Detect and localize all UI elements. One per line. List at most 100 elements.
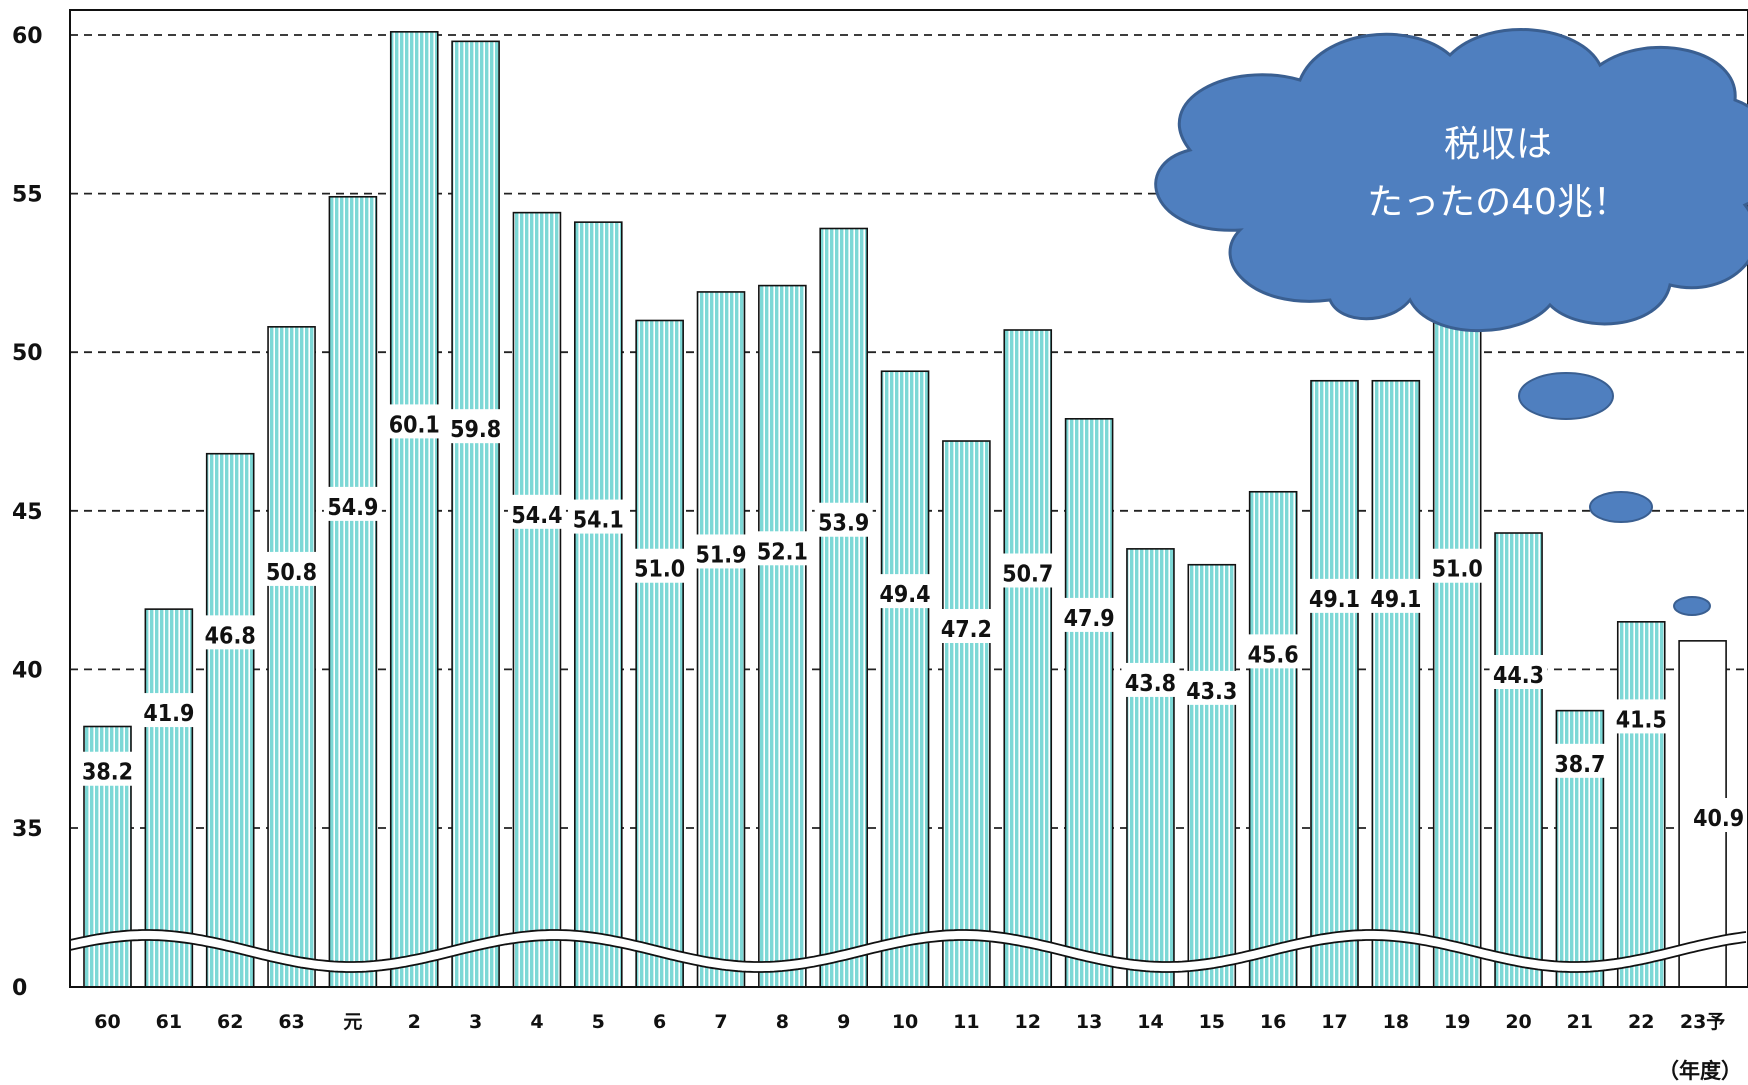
value-label-bg <box>569 499 628 534</box>
value-label-bg <box>692 534 750 569</box>
x-tick-label: 14 <box>1137 1011 1163 1033</box>
value-label-bg <box>323 486 382 521</box>
bar <box>1248 490 1298 988</box>
value-label-group: 54.1 <box>569 499 628 534</box>
value-label-bg <box>1689 798 1748 832</box>
bar <box>1616 621 1666 988</box>
value-label: 45.6 <box>1248 642 1299 668</box>
value-label-group: 53.9 <box>814 502 873 537</box>
value-label: 54.4 <box>511 503 562 529</box>
callout-line-2: たったの40兆！ <box>1367 182 1629 223</box>
value-label-group: 60.1 <box>385 404 444 439</box>
x-tick-label: 6 <box>653 1011 666 1033</box>
value-label-group: 51.9 <box>692 534 750 569</box>
value-label-group: 51.0 <box>1428 548 1487 583</box>
callout-line-1: 税収は <box>1444 124 1552 165</box>
value-label: 49.4 <box>880 582 931 608</box>
value-label-group: 38.2 <box>78 751 137 786</box>
bar <box>758 284 807 988</box>
x-axis: 60 61 62 63 元 2 3 4 5 6 7 8 9 10 11 12 13 14 15 16 17 18 19 20 2… <box>94 1011 1725 1033</box>
value-label-group: 49.1 <box>1305 578 1364 613</box>
bar <box>205 452 255 988</box>
bar <box>512 211 562 988</box>
thought-bubble-callout: 税収は たったの40兆！ <box>1154 28 1748 616</box>
value-label-group: 47.2 <box>937 609 996 644</box>
x-tick-label: 12 <box>1015 1011 1041 1033</box>
axis-break <box>69 929 1747 973</box>
value-label: 53.9 <box>818 511 869 537</box>
value-label: 52.1 <box>757 539 808 565</box>
value-label-group: 47.9 <box>1060 597 1119 632</box>
value-label-bg <box>1182 670 1241 705</box>
x-tick-label: 60 <box>94 1011 120 1033</box>
value-label: 46.8 <box>205 623 256 649</box>
value-label: 51.9 <box>695 542 746 568</box>
x-tick-label: 9 <box>837 1011 850 1033</box>
value-label: 38.7 <box>1554 752 1605 778</box>
bubble-medium <box>1589 491 1653 523</box>
break-line-lower <box>69 939 1747 973</box>
value-label-group: 38.7 <box>1550 743 1609 778</box>
value-label: 59.8 <box>450 417 501 443</box>
value-label-bg <box>998 553 1057 588</box>
value-label-bg <box>507 494 566 529</box>
bar <box>880 370 930 988</box>
x-tick-label: 13 <box>1076 1011 1102 1033</box>
value-label-group: 41.9 <box>139 693 198 728</box>
value-label: 51.0 <box>1432 557 1483 583</box>
x-axis-unit: （年度） <box>1658 1059 1742 1083</box>
bar <box>635 319 684 988</box>
value-label: 54.9 <box>327 495 378 521</box>
value-label: 44.3 <box>1493 663 1544 689</box>
cloud-shape <box>1154 28 1748 333</box>
bar <box>1494 532 1543 988</box>
value-label-bg <box>1489 655 1548 690</box>
y-tick-label: 35 <box>12 817 43 842</box>
value-label-group: 49.4 <box>876 574 935 609</box>
value-label-group: 54.4 <box>507 494 566 529</box>
y-tick-label: 60 <box>12 24 43 49</box>
x-tick-label: 10 <box>892 1011 918 1033</box>
x-tick-label: 23予 <box>1680 1011 1725 1033</box>
value-label: 60.1 <box>389 412 440 438</box>
bar <box>1371 379 1421 988</box>
value-label-group: 50.7 <box>998 553 1057 588</box>
bar <box>451 40 500 988</box>
value-label: 51.0 <box>634 557 685 583</box>
value-label-group: 45.6 <box>1244 634 1303 669</box>
value-label: 47.2 <box>941 617 992 643</box>
value-label-bg <box>1550 743 1609 778</box>
bubble-large <box>1518 372 1614 420</box>
x-tick-label: 20 <box>1505 1011 1531 1033</box>
plot-frame <box>69 9 1748 988</box>
value-label-bg <box>876 574 935 609</box>
break-line-upper <box>69 929 1747 963</box>
bar <box>1003 329 1053 988</box>
value-label-bg <box>385 404 444 439</box>
x-tick-label: 元 <box>343 1011 362 1033</box>
value-label-bg <box>814 502 873 537</box>
value-label-group: 54.9 <box>323 486 382 521</box>
y-tick-label: 40 <box>12 658 43 683</box>
value-label-group: 40.9 <box>1689 798 1748 832</box>
value-label: 38.2 <box>82 760 133 786</box>
bar <box>696 291 746 988</box>
value-label-group: 43.8 <box>1121 662 1180 697</box>
x-tick-label: 7 <box>714 1011 727 1033</box>
x-tick-label: 2 <box>408 1011 421 1033</box>
x-tick-label: 21 <box>1567 1011 1593 1033</box>
bar <box>328 195 378 988</box>
value-label-bg <box>1121 662 1180 697</box>
x-tick-label: 5 <box>592 1011 605 1033</box>
x-tick-label: 15 <box>1199 1011 1225 1033</box>
x-tick-label: 16 <box>1260 1011 1286 1033</box>
bar <box>942 440 991 988</box>
x-tick-label: 11 <box>953 1011 979 1033</box>
value-label: 47.9 <box>1064 606 1115 632</box>
value-label-bg <box>1366 578 1425 613</box>
value-label-bg <box>1305 578 1364 613</box>
x-tick-label: 8 <box>776 1011 789 1033</box>
bar <box>1310 379 1359 988</box>
value-label: 43.8 <box>1125 671 1176 697</box>
